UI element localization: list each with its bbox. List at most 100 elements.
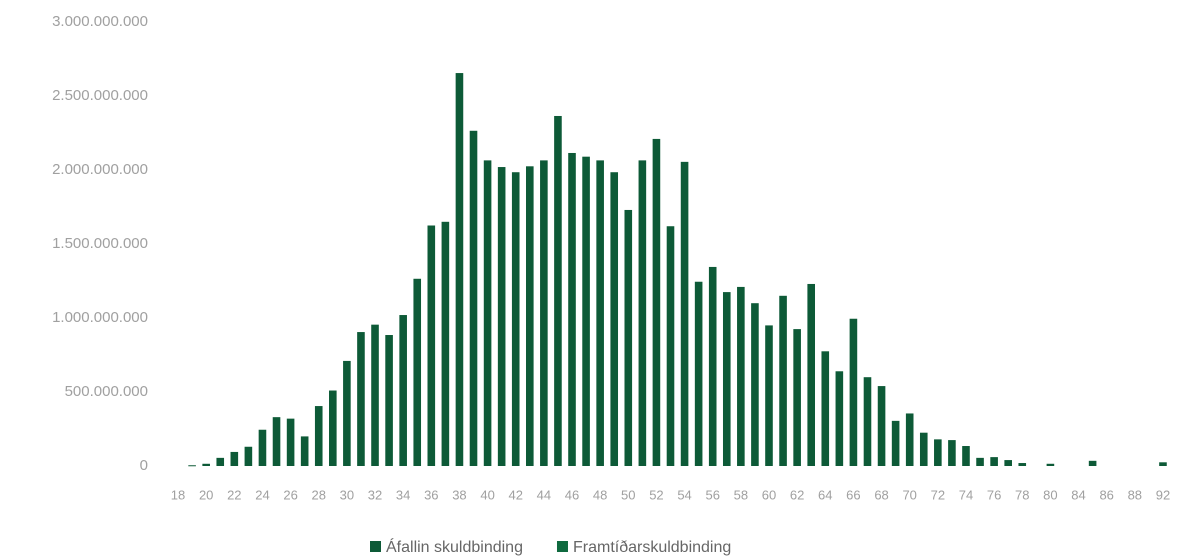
bar	[990, 457, 998, 466]
bar	[202, 463, 210, 466]
x-tick-label: 44	[537, 487, 551, 502]
bar	[540, 160, 548, 466]
x-tick-label: 60	[762, 487, 776, 502]
bar	[314, 406, 323, 466]
bar	[455, 73, 464, 466]
bar	[708, 266, 717, 466]
x-tick-label: 22	[227, 487, 241, 502]
bar	[329, 390, 337, 466]
x-tick-label: 42	[508, 487, 522, 502]
x-tick-label: 52	[649, 487, 663, 502]
bar	[258, 429, 267, 466]
x-tick-label: 72	[931, 487, 945, 502]
bar	[962, 446, 970, 466]
x-tick-label: 50	[621, 487, 635, 502]
bar	[497, 167, 506, 467]
y-tick-label: 3.000.000.000	[52, 13, 148, 30]
y-tick-label: 500.000.000	[65, 383, 148, 400]
bar	[413, 278, 422, 466]
x-tick-label: 84	[1071, 487, 1085, 502]
x-tick-label: 18	[171, 487, 185, 502]
bar	[568, 152, 576, 467]
x-tick-label: 70	[902, 487, 916, 502]
bar	[610, 172, 619, 466]
bar	[919, 432, 928, 466]
bar	[765, 325, 773, 466]
bar	[849, 318, 858, 466]
bar	[371, 324, 379, 466]
bar	[1159, 462, 1167, 466]
x-tick-label: 34	[396, 487, 410, 502]
x-tick-label: 54	[677, 487, 691, 502]
bar	[399, 315, 407, 466]
y-tick-label: 0	[140, 457, 148, 474]
x-tick-label: 62	[790, 487, 804, 502]
bar	[934, 439, 942, 466]
x-tick-label: 26	[283, 487, 297, 502]
x-tick-label: 58	[734, 487, 748, 502]
bar	[751, 303, 759, 466]
bar	[244, 446, 253, 466]
bar	[525, 166, 534, 467]
x-tick-label: 76	[987, 487, 1001, 502]
bar	[1018, 463, 1027, 466]
x-tick-label: 88	[1128, 487, 1142, 502]
x-tick-label: 32	[368, 487, 382, 502]
bar	[1046, 463, 1055, 466]
x-tick-label: 74	[959, 487, 973, 502]
x-tick-label: 92	[1156, 487, 1170, 502]
bar	[666, 226, 675, 466]
bar	[357, 332, 365, 466]
y-tick-label: 2.500.000.000	[52, 87, 148, 104]
bar	[905, 413, 914, 466]
x-tick-label: 20	[199, 487, 213, 502]
x-tick-label: 46	[565, 487, 579, 502]
bar	[694, 281, 703, 466]
x-tick-label: 66	[846, 487, 860, 502]
x-tick-label: 30	[340, 487, 354, 502]
legend-label: Framtíðarskuldbinding	[573, 539, 731, 556]
bar	[300, 436, 309, 466]
bar	[582, 156, 590, 466]
x-tick-label: 48	[593, 487, 607, 502]
x-tick-label: 68	[874, 487, 888, 502]
x-tick-label: 80	[1043, 487, 1057, 502]
y-tick-label: 1.000.000.000	[52, 309, 148, 326]
bar	[624, 209, 633, 466]
x-tick-label: 56	[705, 487, 719, 502]
bar	[638, 160, 647, 466]
bar	[441, 221, 450, 466]
bar	[807, 283, 816, 466]
bar	[286, 418, 295, 466]
bar	[1088, 460, 1097, 466]
bar	[976, 457, 984, 466]
bar	[680, 161, 689, 467]
x-tick-label: 40	[480, 487, 494, 502]
bar	[272, 417, 281, 466]
legend-swatch	[370, 541, 381, 552]
bar	[737, 286, 745, 466]
bar	[722, 292, 731, 466]
bar	[554, 115, 562, 466]
bar	[835, 371, 844, 466]
bar	[188, 465, 196, 467]
bar	[511, 172, 520, 466]
x-tick-label: 78	[1015, 487, 1029, 502]
bar	[1004, 460, 1012, 466]
bar	[427, 225, 436, 466]
bar	[469, 130, 478, 466]
bar	[891, 420, 900, 466]
bar	[863, 377, 872, 466]
bar	[596, 160, 604, 466]
bar	[483, 160, 492, 466]
legend-swatch	[556, 541, 568, 552]
bar	[821, 351, 830, 466]
x-tick-label: 36	[424, 487, 438, 502]
bar	[652, 138, 661, 467]
bar	[948, 440, 956, 466]
y-tick-label: 2.000.000.000	[52, 161, 148, 178]
x-tick-label: 28	[312, 487, 326, 502]
legend-label: Áfallin skuldbinding	[386, 537, 523, 556]
x-tick-label: 24	[255, 487, 269, 502]
